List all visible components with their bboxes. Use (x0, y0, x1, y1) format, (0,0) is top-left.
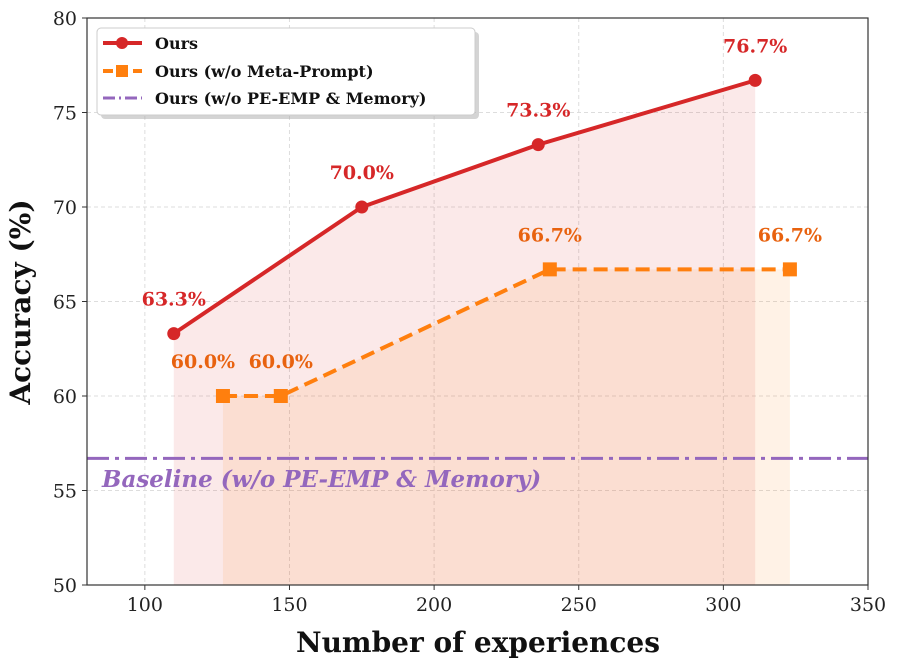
y-axis-label: Accuracy (%) (4, 199, 37, 405)
y-tick-label: 50 (53, 575, 77, 597)
legend-box (96, 27, 476, 116)
legend-label: Ours (w/o PE-EMP & Memory) (155, 89, 426, 108)
data-point (355, 200, 369, 214)
x-tick-label: 150 (271, 594, 307, 616)
y-tick-label: 60 (53, 386, 77, 408)
baseline-annotation: Baseline (w/o PE-EMP & Memory) (101, 466, 541, 493)
data-point (542, 262, 557, 277)
legend-label: Ours (w/o Meta-Prompt) (155, 62, 374, 81)
y-tick-label: 75 (53, 103, 77, 125)
data-label: 60.0% (171, 351, 235, 373)
x-tick-label: 300 (705, 594, 741, 616)
area-fills (173, 80, 790, 586)
y-tick-label: 65 (53, 292, 77, 314)
data-labels: 63.3% 70.0% 73.3% 76.7% 60.0% 60.0% 66.7% 66.7% (142, 35, 822, 373)
y-tick-label: 70 (53, 197, 77, 219)
legend-item-ours: Ours (103, 34, 198, 53)
x-tick-label: 200 (416, 594, 452, 616)
x-tick-label: 250 (561, 594, 597, 616)
data-label: 66.7% (518, 224, 582, 246)
tick-labels: 100 150 200 250 300 350 50 55 60 65 70 75 80 (53, 8, 886, 616)
series-line-1 (222, 267, 790, 398)
series-lines (87, 73, 868, 460)
axes (82, 17, 869, 590)
data-label: 63.3% (142, 289, 206, 311)
x-tick-label: 100 (127, 594, 163, 616)
legend-item-meta: Ours (w/o Meta-Prompt) (103, 62, 374, 81)
data-label: 76.7% (723, 35, 787, 57)
series-fill-1 (222, 269, 790, 585)
legend-label: Ours (155, 34, 198, 53)
data-label: 70.0% (330, 162, 394, 184)
legend-item-baseline: Ours (w/o PE-EMP & Memory) (103, 89, 426, 108)
x-tick-label: 350 (850, 594, 886, 616)
data-point (531, 138, 545, 152)
data-point (748, 73, 762, 87)
data-point (215, 389, 230, 403)
square-marker-icon (116, 65, 128, 77)
legend: Ours Ours (w/o Meta-Prompt) Ours (w/o PE… (96, 27, 479, 119)
data-label: 66.7% (758, 224, 822, 246)
circle-marker-icon (116, 37, 128, 49)
plot-frame (86, 17, 869, 586)
data-point (273, 389, 288, 403)
data-label: 73.3% (506, 100, 570, 122)
y-tick-label: 80 (53, 8, 77, 30)
data-label: 60.0% (249, 351, 313, 373)
y-tick-label: 55 (53, 481, 77, 503)
data-point (782, 262, 797, 277)
data-point (167, 327, 181, 341)
x-axis-label: Number of experiences (296, 626, 660, 659)
series-line-0 (172, 78, 756, 336)
